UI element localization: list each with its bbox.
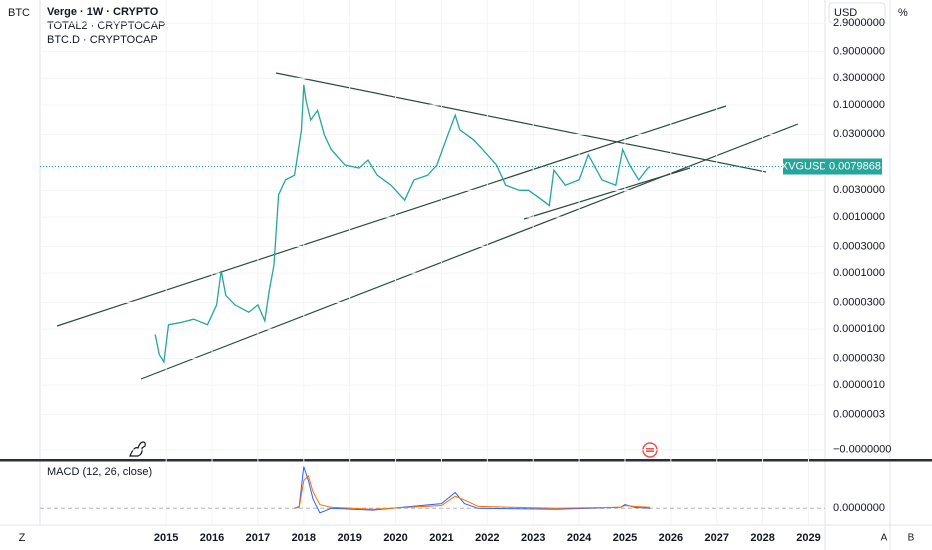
currency-button[interactable]: [828, 2, 886, 24]
dino-icon: [129, 441, 146, 457]
percent-button[interactable]: %: [898, 7, 908, 19]
icon-shape: [129, 441, 146, 457]
macd-tick-label: 0.0000000: [833, 502, 885, 514]
trendline: [275, 72, 767, 173]
x-tick-label: 2025: [613, 532, 637, 544]
y-tick-label: 2.9000000: [833, 17, 885, 29]
b-button[interactable]: B: [908, 533, 915, 544]
y-tick-label: 0.0010000: [833, 211, 885, 223]
trendline: [523, 167, 691, 220]
x-tick-label: 2026: [659, 532, 683, 544]
price-tag-text: 0.0079868: [829, 160, 881, 172]
y-tick-label: 0.9000000: [833, 45, 885, 57]
y-tick-label: 0.3000000: [833, 72, 885, 84]
legend-entry: BTC.D · CRYPTOCAP: [47, 34, 158, 46]
x-tick-label: 2015: [154, 532, 178, 544]
x-tick-label: 2024: [567, 532, 592, 544]
currency-label[interactable]: USD: [834, 7, 857, 19]
y-tick-label: 0.0000030: [833, 352, 885, 364]
y-tick-label: 0.1000000: [833, 99, 885, 111]
y-tick-label: −0.0000000: [833, 444, 891, 456]
x-tick-label: 2017: [246, 532, 270, 544]
y-tick-label: 0.0030000: [833, 184, 885, 196]
x-tick-label: 2021: [429, 532, 453, 544]
y-tick-label: 0.0000003: [833, 408, 885, 420]
x-tick-label: 2018: [292, 532, 316, 544]
macd-title: MACD (12, 26, close): [47, 466, 152, 478]
y-tick-label: 0.0300000: [833, 128, 885, 140]
z-button[interactable]: Z: [19, 532, 26, 544]
legend-main: Verge · 1W · CRYPTO: [47, 6, 159, 18]
y-tick-label: 0.0003000: [833, 240, 885, 252]
price-tag: [825, 158, 882, 175]
legend-entry: TOTAL2 · CRYPTOCAP: [47, 20, 165, 32]
x-tick-label: 2027: [704, 532, 728, 544]
x-tick-label: 2029: [796, 532, 820, 544]
symbol-tag: [783, 158, 825, 175]
y-tick-label: 0.0000300: [833, 296, 885, 308]
x-tick-label: 2016: [200, 532, 224, 544]
a-button[interactable]: A: [881, 533, 888, 544]
x-tick-label: 2028: [750, 532, 774, 544]
x-tick-label: 2019: [337, 532, 361, 544]
x-tick-label: 2020: [383, 532, 407, 544]
symbol-tag-text: XVGUSD: [781, 160, 828, 172]
y-tick-label: 0.0001000: [833, 267, 885, 279]
macd-line: [294, 474, 651, 510]
symbol-label: BTC: [8, 7, 30, 19]
pane-separator: [0, 459, 932, 462]
x-tick-label: 2023: [521, 532, 545, 544]
y-tick-label: 0.0000010: [833, 379, 885, 391]
y-tick-label: 0.0000100: [833, 323, 885, 335]
x-tick-label: 2022: [475, 532, 499, 544]
trendline: [56, 105, 727, 327]
price-line: [154, 84, 651, 364]
